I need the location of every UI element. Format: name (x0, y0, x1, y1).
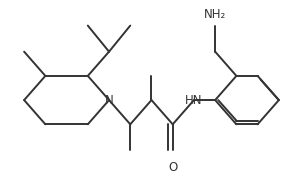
Text: NH₂: NH₂ (204, 8, 226, 21)
Text: HN: HN (185, 94, 203, 107)
Text: N: N (105, 94, 114, 107)
Text: O: O (168, 161, 177, 174)
